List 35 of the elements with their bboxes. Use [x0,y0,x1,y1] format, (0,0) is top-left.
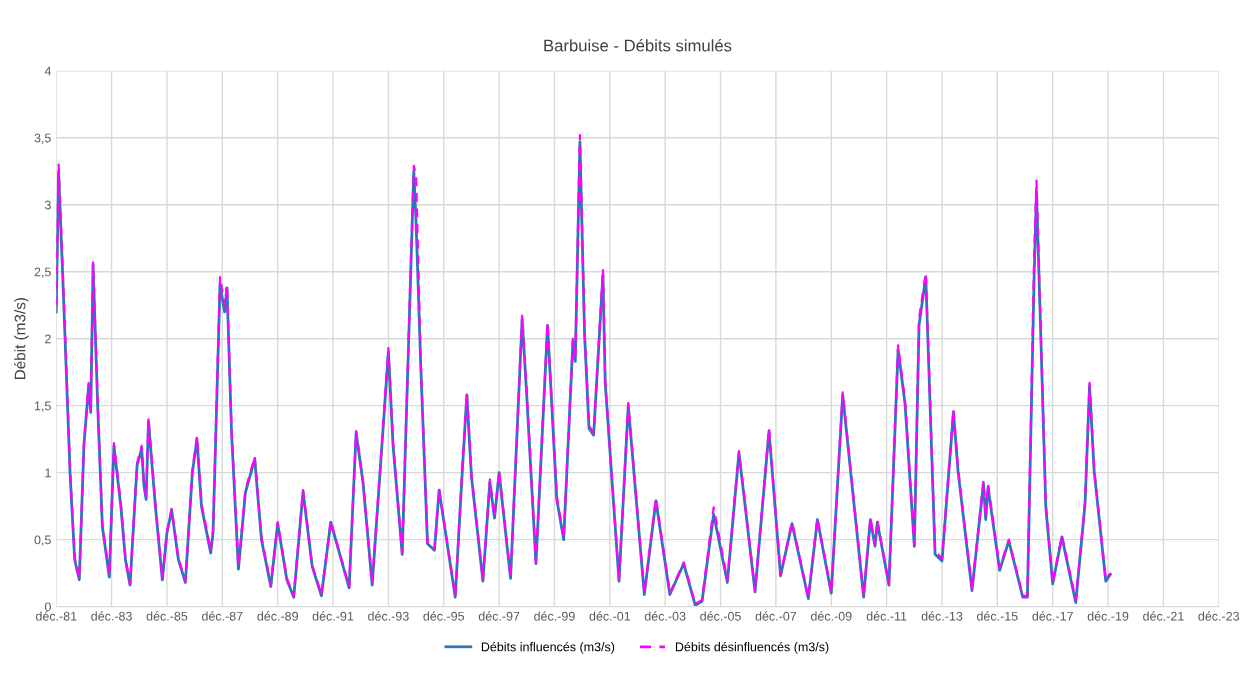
x-tick-label: déc.-01 [589,611,631,621]
chart-title: Barbuise - Débits simulés [544,39,732,52]
y-tick-label: 4 [44,66,52,76]
x-tick-label: déc.-23 [1198,611,1240,621]
x-tick-label: déc.-83 [91,611,132,621]
x-tick-label: déc.-03 [644,611,686,621]
x-tick-label: déc.-99 [534,611,575,621]
x-tick-label: déc.-89 [257,611,298,621]
legend-label: Débits influencés (m3/s) [481,641,615,654]
legend-label: Débits désinfluencés (m3/s) [675,641,829,654]
y-axis-title: Débit (m3/s) [14,298,29,380]
x-tick-label: déc.-87 [201,611,243,621]
x-tick-label: déc.-15 [976,611,1018,621]
y-tick-label: 2,5 [34,267,51,278]
x-tick-label: déc.-97 [478,611,520,621]
x-tick-label: déc.-93 [368,611,409,621]
x-tick-label: déc.-09 [810,611,852,621]
x-tick-label: déc.-21 [1143,611,1184,621]
y-tick-label: 1,5 [34,401,51,412]
x-tick-label: déc.-05 [700,611,741,621]
y-tick-label: 0 [44,602,51,612]
y-tick-label: 1 [45,468,51,478]
x-tick-label: déc.-11 [866,611,907,621]
x-tick-label: déc.-95 [423,611,465,621]
x-tick-label: déc.-19 [1087,611,1129,621]
x-tick-label: déc.-07 [755,611,797,621]
y-tick-label: 0,5 [34,535,51,546]
y-tick-label: 3 [44,200,51,210]
y-tick-label: 3,5 [34,133,51,144]
y-tick-label: 2 [45,334,51,344]
x-tick-label: déc.-81 [35,611,77,621]
x-tick-label: déc.-17 [1032,611,1073,621]
x-tick-label: déc.-85 [146,611,188,621]
x-tick-label: déc.-13 [921,611,963,621]
x-tick-label: déc.-91 [312,611,354,621]
